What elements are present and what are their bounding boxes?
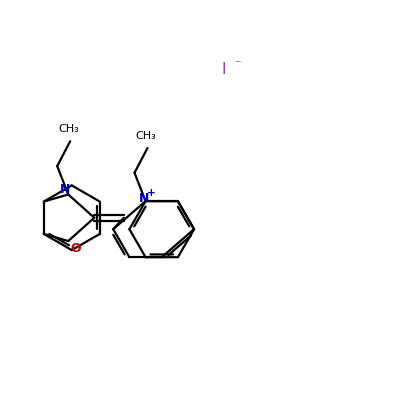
Text: I: I [222,62,226,77]
Text: ⁻: ⁻ [234,58,241,72]
Text: N: N [138,192,149,204]
Text: O: O [70,242,81,255]
Text: N: N [60,183,70,196]
Text: +: + [147,188,156,198]
Text: CH₃: CH₃ [58,124,79,134]
Text: CH₃: CH₃ [135,131,156,141]
